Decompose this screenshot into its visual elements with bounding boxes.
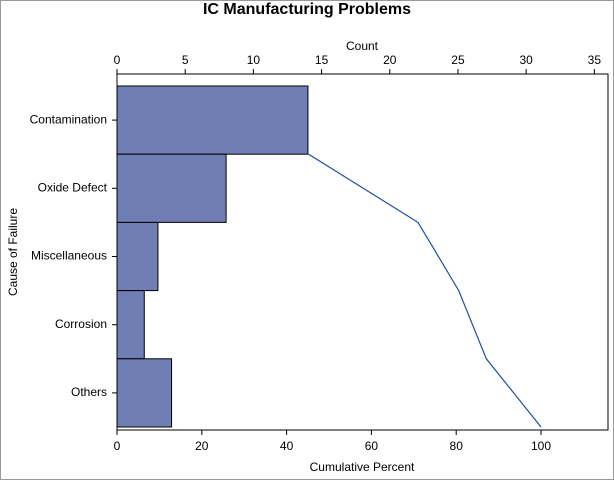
x2-axis-label: Cumulative Percent — [310, 460, 415, 474]
x2-tick-label: 20 — [195, 439, 209, 453]
chart-title: IC Manufacturing Problems — [203, 1, 411, 18]
x-tick-label: 10 — [247, 53, 261, 67]
y-tick-label: Corrosion — [55, 317, 107, 331]
x-tick-label: 25 — [451, 53, 465, 67]
x-tick-label: 15 — [315, 53, 329, 67]
cumulative-line — [308, 153, 542, 428]
y-axis-label: Cause of Failure — [6, 208, 20, 296]
bar — [116, 221, 159, 292]
x2-tick-label: 40 — [280, 439, 294, 453]
x-axis-label: Count — [346, 39, 379, 53]
x-tick-label: 20 — [383, 53, 397, 67]
y-tick-label: Miscellaneous — [31, 249, 107, 263]
x2-tick-label: 0 — [114, 439, 121, 453]
bar — [116, 290, 145, 360]
x2-tick-label: 80 — [450, 439, 464, 453]
bar — [116, 358, 173, 428]
x2-tick-label: 100 — [531, 439, 551, 453]
x2-tick-label: 60 — [365, 439, 379, 453]
x-tick-label: 30 — [519, 53, 533, 67]
y-tick-label: Others — [71, 385, 107, 399]
y-tick-label: Oxide Defect — [38, 180, 108, 194]
bar — [116, 153, 227, 223]
bar — [116, 85, 309, 155]
x-tick-label: 0 — [114, 53, 121, 67]
x-tick-label: 35 — [588, 53, 602, 67]
x-tick-label: 5 — [182, 53, 189, 67]
y-tick-label: Contamination — [30, 112, 107, 126]
